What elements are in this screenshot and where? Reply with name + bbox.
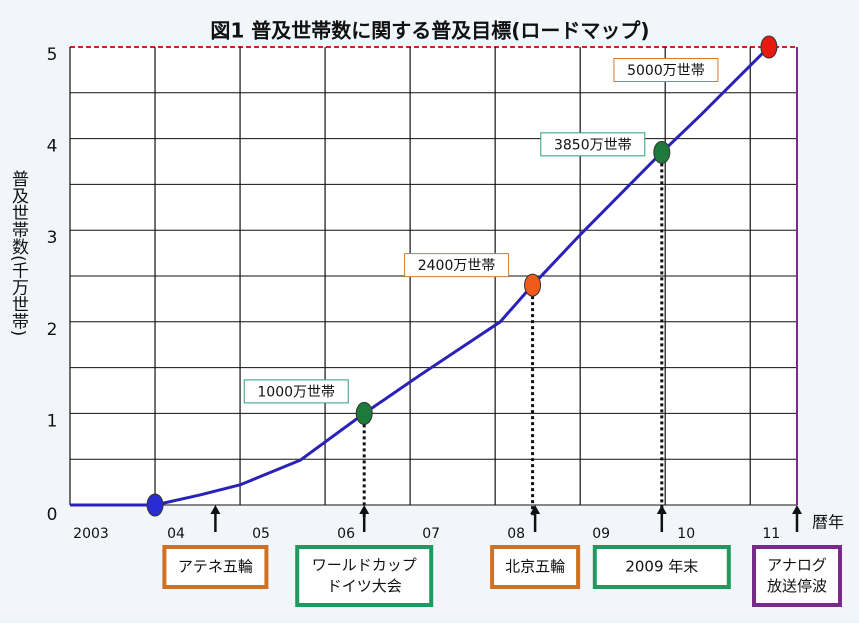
x-tick-label: 2003: [73, 526, 109, 542]
x-axis-label: 暦年: [812, 513, 844, 532]
event-label: ワールドカップ: [312, 556, 417, 574]
x-tick-label: 08: [507, 526, 525, 542]
x-tick-label: 04: [167, 526, 185, 542]
milestone-label-box: [613, 58, 719, 82]
milestone-label-box: [243, 379, 349, 404]
event-label: 放送停波: [767, 577, 827, 595]
event-label: ドイツ大会: [327, 577, 402, 595]
event-label: アナログ: [767, 556, 827, 574]
milestone-label-box: [404, 253, 510, 278]
event-box: [490, 545, 581, 589]
milestone-label-box: [540, 132, 646, 157]
y-tick-label: 4: [47, 137, 58, 157]
milestone-label: 1000万世帯: [257, 384, 335, 400]
y-axis-label: 普及世帯数(千万世帯): [8, 170, 29, 336]
milestone-marker: [760, 35, 778, 59]
event-arrow-head: [359, 505, 370, 514]
y-tick-label: 3: [47, 228, 58, 248]
event-arrow-head: [530, 505, 541, 514]
event-arrow-head: [792, 505, 802, 514]
milestone-marker: [355, 401, 373, 425]
event-arrow-head: [210, 505, 221, 514]
milestone-label: 5000万世帯: [627, 63, 705, 79]
milestone-marker: [524, 273, 542, 297]
event-label: 北京五輪: [505, 558, 565, 576]
event-box: [752, 545, 842, 607]
y-tick-label: 1: [47, 411, 58, 431]
x-tick-label: 05: [252, 526, 270, 542]
x-tick-label: 09: [592, 526, 610, 542]
y-tick-label: 5: [47, 45, 58, 65]
event-arrow-head: [656, 505, 667, 514]
x-tick-label: 06: [337, 526, 355, 542]
event-label: アテネ五輪: [178, 558, 253, 576]
x-tick-label: 07: [422, 526, 440, 542]
y-tick-label: 0: [47, 505, 58, 525]
event-box: [162, 545, 269, 589]
x-tick-label: 10: [677, 526, 695, 542]
milestone-label: 2400万世帯: [418, 258, 496, 274]
event-box: [592, 545, 731, 589]
x-tick-label: 11: [762, 526, 780, 542]
chart-title: 図1 普及世帯数に関する普及目標(ロードマップ): [210, 19, 649, 43]
event-label: 2009 年末: [625, 558, 698, 576]
milestone-marker: [653, 140, 671, 164]
event-box: [295, 545, 434, 607]
y-tick-label: 2: [47, 320, 58, 340]
milestone-label: 3850万世帯: [554, 137, 632, 153]
milestone-marker: [146, 493, 164, 517]
